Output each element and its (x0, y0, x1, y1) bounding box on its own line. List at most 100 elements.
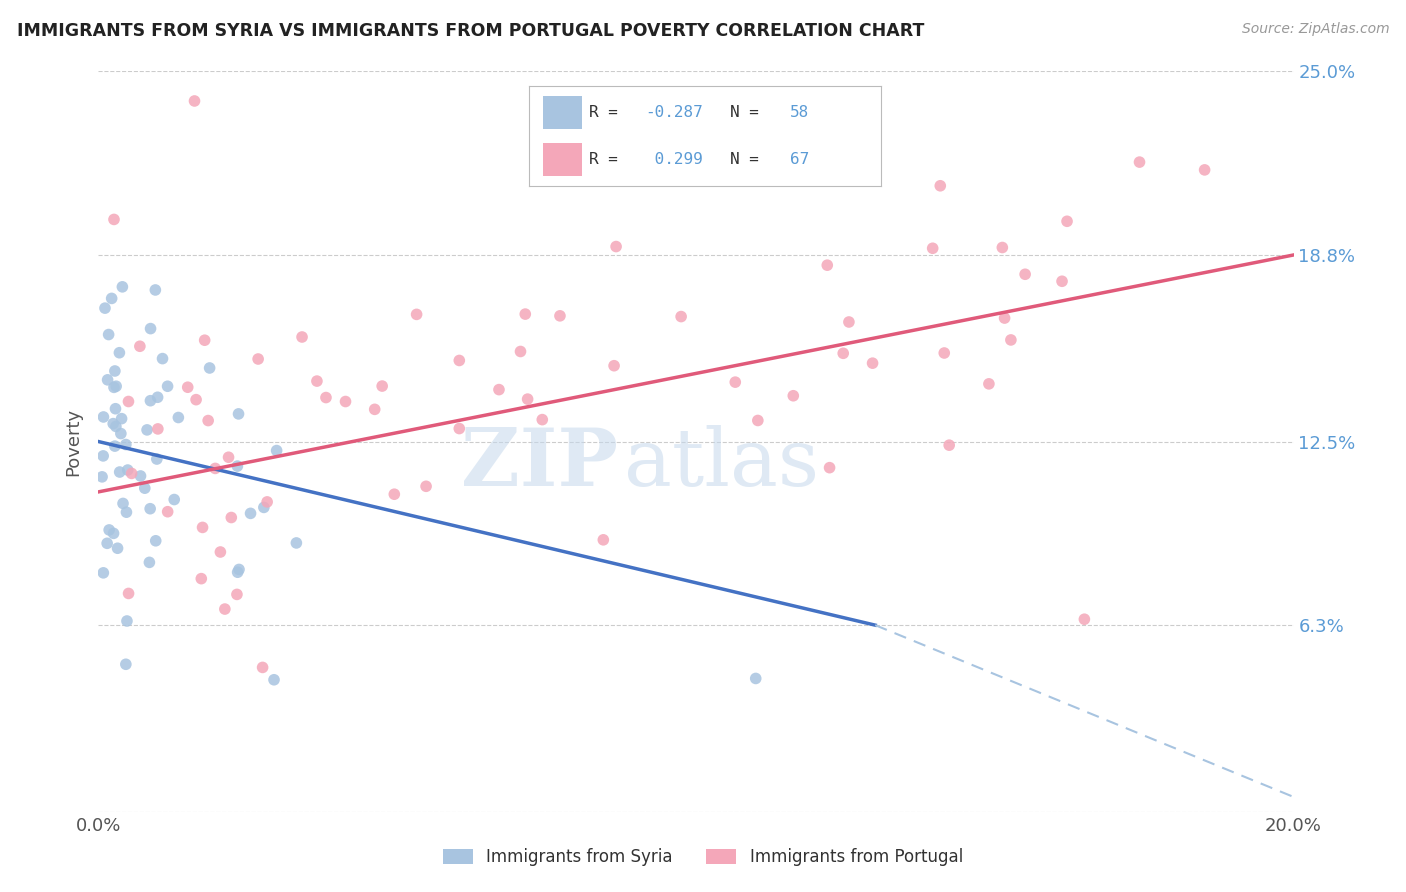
Point (371, 379, 394, 393)
Point (103, 526, 125, 541)
Point (516, 392, 538, 406)
Point (818, 460, 841, 475)
Point (139, 501, 162, 516)
Point (239, 507, 262, 521)
Point (134, 481, 156, 495)
Point (97, 373, 120, 387)
Point (156, 505, 179, 519)
Point (335, 394, 357, 409)
Point (104, 439, 127, 453)
Point (1014, 267, 1036, 281)
Point (405, 307, 427, 321)
Point (488, 383, 510, 397)
Point (198, 361, 221, 376)
Point (121, 467, 143, 481)
Point (929, 178, 952, 193)
Point (107, 541, 129, 556)
Point (1050, 274, 1073, 288)
Point (364, 402, 387, 417)
Point (592, 533, 614, 547)
Point (190, 572, 212, 586)
Point (266, 443, 288, 458)
Point (177, 380, 200, 394)
Point (815, 258, 838, 272)
Point (136, 423, 159, 437)
Point (531, 412, 554, 426)
Point (104, 401, 127, 416)
Point (226, 459, 249, 474)
Point (247, 351, 270, 366)
Point (93, 566, 115, 580)
Point (163, 492, 186, 507)
Point (146, 422, 169, 436)
Point (934, 346, 956, 360)
Point (509, 344, 531, 359)
Point (745, 672, 768, 686)
Point (938, 438, 960, 452)
Point (209, 545, 232, 559)
Legend: Immigrants from Syria, Immigrants from Portugal: Immigrants from Syria, Immigrants from P… (434, 840, 972, 875)
Point (1056, 214, 1078, 228)
Point (93, 409, 115, 424)
Point (104, 419, 127, 434)
Point (382, 487, 405, 501)
Point (291, 330, 314, 344)
Point (197, 413, 219, 427)
Point (1128, 155, 1150, 169)
Point (184, 392, 207, 407)
Point (204, 461, 226, 475)
Point (146, 390, 169, 404)
Point (194, 333, 217, 347)
Point (991, 240, 1014, 254)
Point (548, 309, 571, 323)
Point (110, 426, 132, 441)
Point (117, 394, 139, 409)
Point (782, 389, 804, 403)
Point (214, 602, 236, 616)
Point (138, 555, 160, 569)
Point (669, 310, 692, 324)
Point (218, 450, 240, 465)
Point (103, 380, 125, 394)
Point (253, 500, 276, 515)
Point (105, 379, 128, 393)
Point (221, 510, 243, 524)
Point (977, 376, 1000, 391)
Point (111, 496, 134, 510)
Point (104, 364, 127, 378)
Point (96, 536, 118, 550)
Text: atlas: atlas (624, 425, 820, 503)
Point (605, 239, 627, 253)
Point (97, 327, 120, 342)
Point (724, 375, 747, 389)
Point (256, 495, 278, 509)
Point (115, 437, 138, 451)
Text: Source: ZipAtlas.com: Source: ZipAtlas.com (1241, 22, 1389, 37)
Point (415, 479, 437, 493)
Point (1073, 612, 1095, 626)
Point (1194, 162, 1216, 177)
Point (921, 241, 943, 255)
Point (1000, 333, 1022, 347)
Point (143, 283, 166, 297)
Point (228, 562, 250, 576)
Point (832, 346, 855, 360)
Point (98, 523, 121, 537)
Point (603, 359, 626, 373)
Point (263, 673, 285, 687)
Point (108, 345, 131, 359)
Point (100, 292, 122, 306)
Point (515, 307, 537, 321)
Point (110, 411, 132, 425)
Point (183, 94, 205, 108)
Point (115, 614, 138, 628)
Point (226, 566, 249, 580)
Point (862, 356, 884, 370)
Point (91, 470, 114, 484)
Point (103, 417, 125, 431)
Y-axis label: Poverty: Poverty (65, 408, 83, 475)
Point (305, 374, 328, 388)
Point (449, 421, 471, 435)
Point (747, 413, 769, 427)
Point (115, 505, 138, 519)
